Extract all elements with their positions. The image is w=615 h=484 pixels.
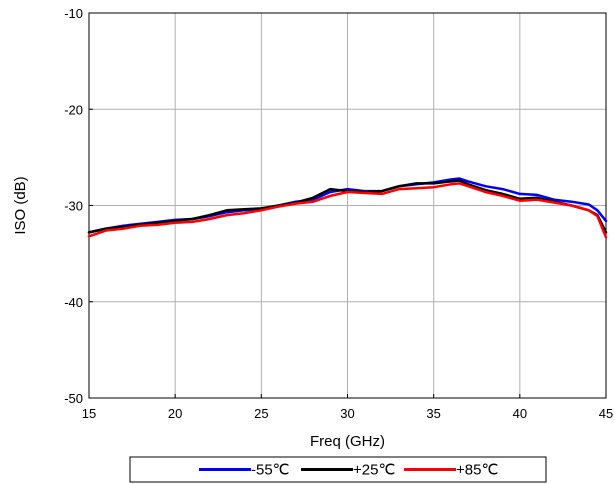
y-axis-label: ISO (dB) [12, 176, 29, 234]
y-tick-labels: -50 -40 -30 -20 -10 [64, 6, 93, 406]
legend-label: +25℃ [353, 462, 395, 479]
x-tick-label: 20 [168, 406, 182, 421]
series-line-2 [87, 182, 608, 239]
legend-label: +85℃ [456, 462, 498, 479]
x-tick-label: 30 [340, 406, 354, 421]
y-tick-label: -30 [64, 199, 83, 214]
y-tick-label: -40 [64, 295, 83, 310]
x-axis-label: Freq (GHz) [310, 433, 385, 450]
grid [89, 13, 606, 398]
legend: -55℃ +25℃ +85℃ [129, 456, 547, 483]
x-tick-label: 40 [513, 406, 527, 421]
y-tick-label: -50 [64, 391, 83, 406]
x-tick-labels: 15 20 25 30 35 40 45 [82, 394, 613, 421]
y-tick-label: -20 [64, 102, 83, 117]
legend-label: -55℃ [251, 462, 290, 479]
x-tick-label: 25 [254, 406, 268, 421]
x-tick-label: 35 [426, 406, 440, 421]
series-layer [87, 177, 608, 239]
y-tick-label: -10 [64, 6, 83, 21]
x-tick-label: 15 [82, 406, 96, 421]
x-tick-label: 45 [599, 406, 613, 421]
